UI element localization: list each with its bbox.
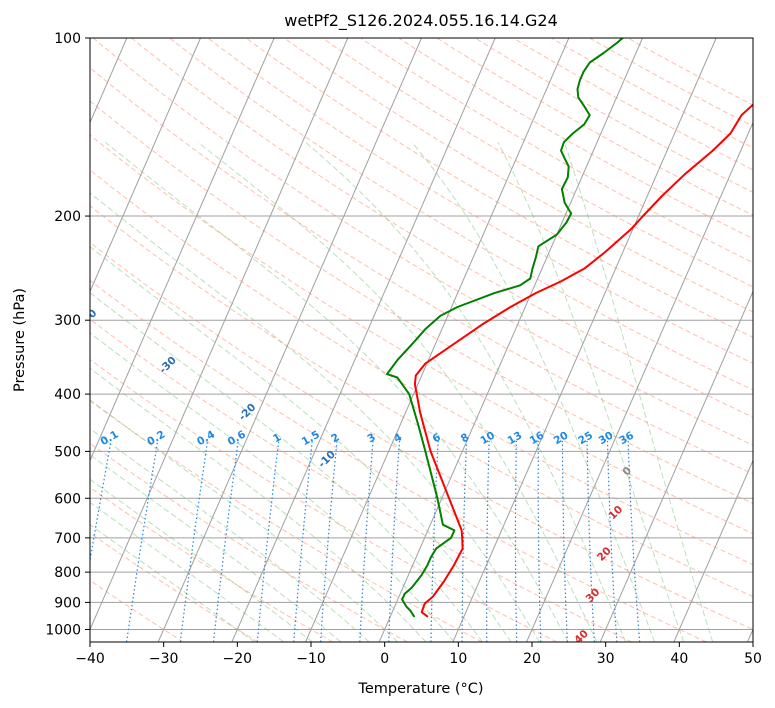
- dry-adiabat-line: [90, 205, 753, 598]
- dry-adiabat-line: [90, 318, 632, 642]
- mixing-ratio-line: [485, 440, 490, 642]
- temperature-profile-line: [413, 103, 753, 618]
- y-tick-label: 1000: [45, 622, 81, 638]
- dry-adiabat-line: [90, 532, 259, 642]
- mixing-ratio-line: [430, 440, 439, 642]
- y-tick-label: 800: [54, 565, 81, 581]
- x-tick-label: −30: [149, 651, 179, 667]
- y-tick-label: 900: [54, 595, 81, 611]
- mixing-ratio-line: [212, 440, 239, 642]
- mixing-ratio-line: [293, 440, 313, 642]
- dry-adiabat-label: -50: [0, 260, 20, 282]
- mixing-ratio-line: [388, 440, 401, 642]
- dry-adiabat-line: [551, 38, 753, 149]
- x-tick-label: 50: [744, 651, 762, 667]
- isotherm-line: [305, 38, 570, 642]
- mixing-ratio-line: [359, 440, 374, 642]
- x-tick-label: 30: [597, 651, 615, 667]
- x-tick-label: 0: [380, 651, 389, 667]
- plot-background: [90, 38, 753, 642]
- y-tick-label: 600: [54, 491, 81, 507]
- y-tick-label: 100: [54, 31, 81, 47]
- mixing-ratio-line: [514, 440, 518, 642]
- x-tick-label: −20: [223, 651, 253, 667]
- mixing-ratio-line: [320, 440, 338, 642]
- isotherm-line: [90, 38, 201, 293]
- y-axis-label: Pressure (hPa): [12, 288, 28, 392]
- x-tick-label: 40: [670, 651, 688, 667]
- dry-adiabat-line: [512, 38, 753, 171]
- dewpoint-profile-line: [386, 38, 624, 618]
- x-tick-label: 10: [449, 651, 467, 667]
- x-axis-label: Temperature (°C): [357, 681, 483, 697]
- x-tick-label: −40: [75, 651, 105, 667]
- mixing-ratio-line: [561, 440, 568, 642]
- dry-adiabat-line: [90, 242, 753, 630]
- dry-adiabat-line: [169, 38, 753, 391]
- dry-adiabat-line: [283, 38, 753, 313]
- isotherm-line: [90, 38, 275, 462]
- y-tick-label: 300: [54, 313, 81, 329]
- dry-adiabat-line: [92, 38, 753, 446]
- isotherm-line: [231, 38, 496, 642]
- isotherm-line: [157, 38, 422, 642]
- isotherm-line: [673, 459, 753, 642]
- mixing-ratio-line: [606, 440, 618, 642]
- isotherm-line: [90, 38, 349, 631]
- dry-adiabat-line: [90, 134, 753, 535]
- isotherm-line: [452, 38, 717, 642]
- x-tick-label: 20: [523, 651, 541, 667]
- mixing-ratio-line: [461, 440, 468, 642]
- y-tick-label: 500: [54, 444, 81, 460]
- mixing-ratio-line: [627, 440, 641, 642]
- dry-adiabat-line: [398, 38, 753, 240]
- y-tick-label: 400: [54, 387, 81, 403]
- mixing-ratio-line: [179, 440, 209, 642]
- dry-adiabat-line: [90, 486, 333, 642]
- dry-adiabat-label: -40: [77, 307, 99, 329]
- isotherm-line: [599, 290, 753, 642]
- x-tick-label: −10: [296, 651, 326, 667]
- isotherm-line: [526, 121, 753, 642]
- isotherm-line: [378, 38, 643, 642]
- y-tick-label: 700: [54, 531, 81, 547]
- dry-adiabat-line: [360, 38, 753, 264]
- dry-adiabat-line: [90, 169, 753, 566]
- dry-adiabat-line: [245, 38, 753, 338]
- mixing-ratio-line: [586, 440, 595, 642]
- dry-adiabat-line: [90, 279, 707, 642]
- chart-title: wetPf2_S126.2024.055.16.14.G24: [284, 11, 558, 31]
- dry-adiabat-line: [90, 100, 753, 504]
- mixing-ratio-line: [537, 440, 542, 642]
- mixing-ratio-line: [256, 440, 280, 642]
- y-tick-label: 200: [54, 209, 81, 225]
- dry-adiabat-line: [90, 67, 753, 475]
- plot-frame: [89, 37, 754, 643]
- dry-adiabat-line: [131, 38, 753, 418]
